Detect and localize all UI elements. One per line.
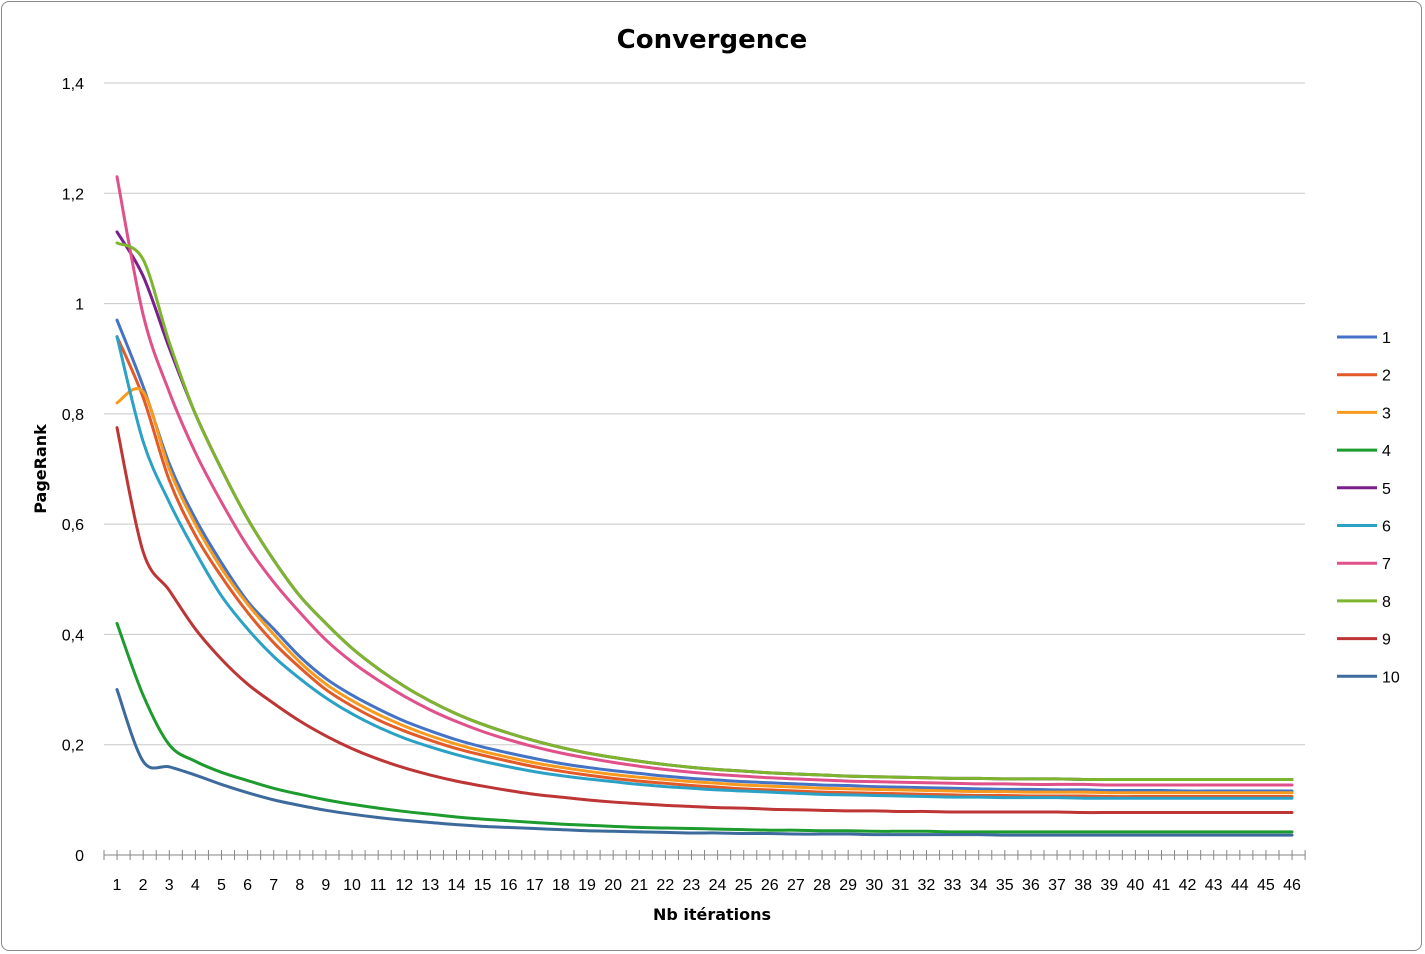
x-tick-label: 31 (891, 877, 909, 894)
y-tick-label: 0,4 (62, 627, 84, 644)
x-tick-label: 33 (944, 877, 962, 894)
legend-label: 1 (1382, 330, 1391, 347)
x-tick-label: 30 (865, 877, 883, 894)
series-line-5 (115, 230, 1294, 781)
legend-label: 6 (1382, 519, 1391, 536)
series-line-3 (115, 387, 1294, 795)
series-line-9 (115, 426, 1294, 815)
x-tick-label: 25 (735, 877, 753, 894)
series-line-4 (115, 621, 1294, 834)
series-line-1 (115, 318, 1294, 793)
x-tick-label: 32 (918, 877, 936, 894)
x-tick-label: 1 (113, 877, 122, 894)
legend-label: 10 (1382, 669, 1400, 686)
x-tick-label: 29 (839, 877, 857, 894)
axes (103, 850, 1306, 860)
legend-label: 8 (1382, 594, 1391, 611)
legend-label: 9 (1382, 632, 1391, 649)
x-tick-label: 26 (761, 877, 779, 894)
x-tick-label: 27 (787, 877, 805, 894)
x-tick-label: 14 (448, 877, 466, 894)
x-tick-label: 7 (269, 877, 278, 894)
y-tick-label: 1,4 (62, 76, 84, 93)
x-tick-label: 15 (474, 877, 492, 894)
x-tick-label: 24 (709, 877, 727, 894)
x-tick-labels: 1 2 3 4 5 6 7 8 9 10 11 12 13 14 15 16 17 18 19 20 21 22 23 24 2… (113, 877, 1301, 894)
legend-label: 3 (1382, 405, 1391, 422)
x-tick-label: 43 (1205, 877, 1223, 894)
x-tick-label: 22 (656, 877, 674, 894)
x-tick-label: 18 (552, 877, 570, 894)
x-tick-label: 12 (395, 877, 413, 894)
series-line-10 (115, 688, 1294, 837)
y-tick-labels: 0 0,2 0,4 0,6 0,8 1 1,2 1,4 (62, 76, 84, 865)
x-tick-label: 4 (191, 877, 200, 894)
x-tick-label: 17 (526, 877, 544, 894)
x-tick-label: 20 (604, 877, 622, 894)
y-tick-label: 0,2 (62, 738, 84, 755)
series-line-7 (115, 175, 1294, 787)
series-line-8 (115, 241, 1294, 781)
x-tick-label: 37 (1048, 877, 1066, 894)
x-tick-label: 10 (343, 877, 361, 894)
x-tick-label: 28 (813, 877, 831, 894)
y-axis-title: PageRank (31, 424, 50, 514)
y-tick-label: 0,6 (62, 517, 84, 534)
x-tick-label: 45 (1257, 877, 1275, 894)
gridlines (104, 82, 1305, 746)
x-tick-label: 35 (996, 877, 1014, 894)
x-tick-label: 21 (630, 877, 648, 894)
x-axis-title: Nb itérations (653, 905, 771, 924)
legend-label: 2 (1382, 368, 1391, 385)
x-tick-label: 5 (217, 877, 226, 894)
y-tick-label: 1,2 (62, 186, 84, 203)
legend-label: 4 (1382, 443, 1391, 460)
y-tick-label: 1 (75, 297, 84, 314)
x-tick-label: 36 (1022, 877, 1040, 894)
chart-title: Convergence (617, 25, 808, 55)
legend-label: 5 (1382, 481, 1391, 498)
series-lines (115, 175, 1294, 837)
x-tick-label: 11 (370, 877, 387, 894)
x-tick-label: 23 (683, 877, 701, 894)
x-tick-label: 34 (970, 877, 988, 894)
x-tick-label: 44 (1231, 877, 1249, 894)
x-tick-label: 13 (421, 877, 439, 894)
x-tick-label: 8 (295, 877, 304, 894)
legend: 1 2 3 4 5 6 7 8 9 10 (1337, 330, 1400, 686)
x-tick-label: 46 (1283, 877, 1301, 894)
x-tick-label: 16 (500, 877, 518, 894)
series-line-6 (115, 335, 1294, 800)
x-tick-label: 2 (139, 877, 148, 894)
y-tick-label: 0 (75, 848, 84, 865)
x-tick-label: 19 (578, 877, 596, 894)
y-tick-label: 0,8 (62, 407, 84, 424)
x-tick-label: 38 (1074, 877, 1092, 894)
x-tick-label: 39 (1100, 877, 1118, 894)
legend-label: 7 (1382, 556, 1391, 573)
x-tick-label: 40 (1126, 877, 1144, 894)
series-line-2 (115, 335, 1294, 799)
x-tick-label: 42 (1179, 877, 1197, 894)
x-tick-label: 6 (243, 877, 252, 894)
x-tick-label: 3 (165, 877, 174, 894)
x-tick-label: 41 (1153, 877, 1171, 894)
x-tick-label: 9 (321, 877, 330, 894)
